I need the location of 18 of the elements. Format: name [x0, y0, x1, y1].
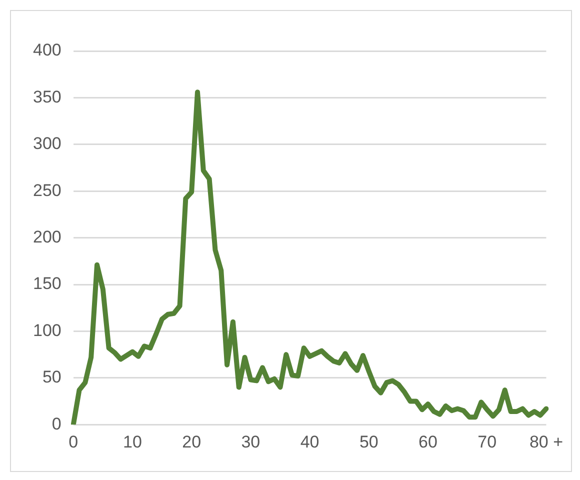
x-tick-label: 80 + [529, 432, 564, 452]
x-tick-label: 40 [300, 432, 320, 452]
x-tick-label: 50 [359, 432, 378, 452]
x-tick-label: 0 [68, 432, 78, 452]
x-tick-label: 60 [418, 432, 438, 452]
x-tick-label: 10 [123, 432, 142, 452]
y-tick-label: 150 [32, 274, 62, 294]
x-tick-label: 70 [478, 432, 497, 452]
y-tick-label: 400 [32, 40, 62, 60]
y-tick-label: 0 [52, 414, 62, 434]
y-tick-label: 250 [32, 180, 62, 200]
y-tick-label: 100 [32, 320, 62, 340]
y-tick-label: 50 [42, 368, 62, 387]
x-tick-label: 30 [241, 432, 260, 452]
y-tick-label: 200 [32, 227, 62, 246]
y-tick-label: 350 [32, 87, 62, 106]
y-tick-label: 300 [32, 134, 62, 154]
x-tick-label: 20 [182, 432, 202, 452]
